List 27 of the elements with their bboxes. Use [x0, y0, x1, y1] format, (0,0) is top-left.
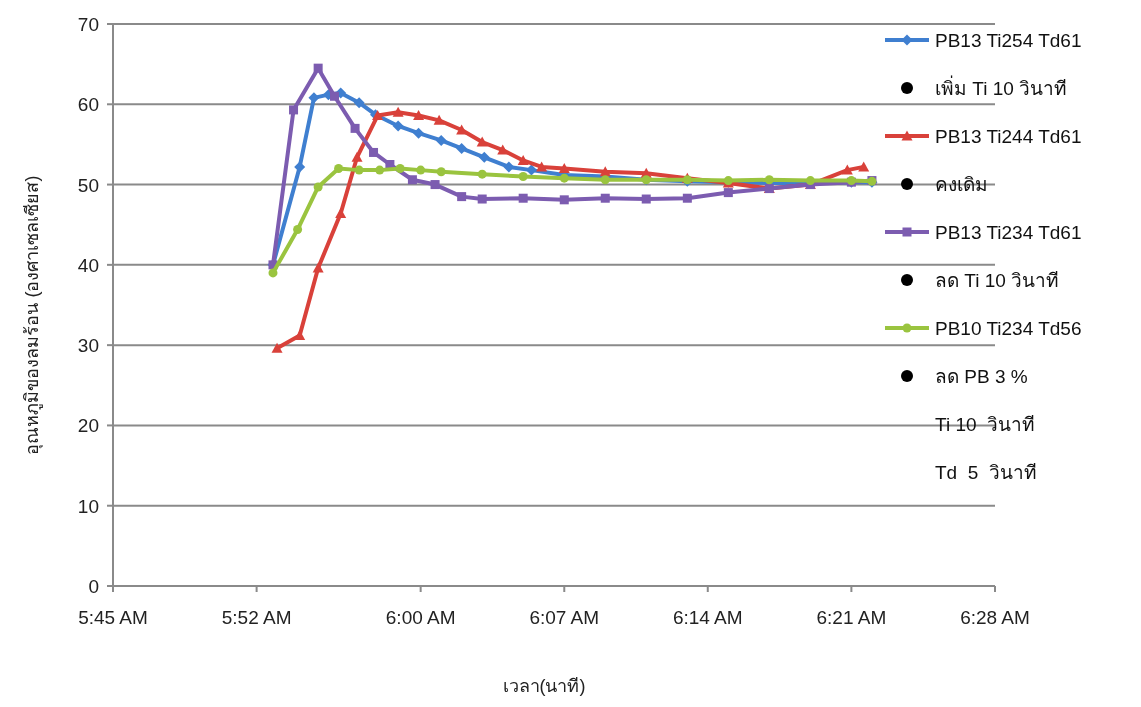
legend-label: PB10 Ti234 Td56 — [935, 318, 1082, 339]
legend-label: PB13 Ti234 Td61 — [935, 222, 1082, 243]
legend-label: PB13 Ti254 Td61 — [935, 30, 1082, 51]
legend-label: คงเดิม — [935, 174, 988, 195]
x-tick-label: 6:14 AM — [672, 607, 743, 628]
x-axis-title: เวลา(นาที) — [502, 676, 586, 696]
x-tick-label: 5:52 AM — [221, 607, 292, 628]
legend-label: PB13 Ti244 Td61 — [935, 126, 1082, 147]
legend-label: ลด Ti 10 วินาที — [935, 270, 1060, 291]
y-axis-title: อุณหภูมิของลมร้อน (องศาเซลเซียส) — [22, 175, 43, 455]
x-tick-label: 6:21 AM — [816, 607, 887, 628]
annotation: Ti 10 วินาที — [935, 414, 1036, 435]
y-tick-label: 50 — [77, 174, 99, 196]
y-tick-label: 10 — [77, 495, 99, 517]
x-tick-label: 6:00 AM — [385, 607, 456, 628]
annotation: Td 5 วินาที — [935, 462, 1037, 483]
y-tick-label: 0 — [88, 576, 99, 597]
y-tick-label: 70 — [77, 14, 99, 35]
y-tick-label: 40 — [77, 254, 99, 276]
x-tick-label: 5:45 AM — [78, 607, 148, 628]
legend-label: ลด PB 3 % — [935, 366, 1028, 387]
x-tick-label: 6:28 AM — [960, 607, 1030, 628]
y-tick-label: 20 — [77, 415, 99, 437]
y-tick-label: 30 — [77, 335, 99, 357]
x-tick-label: 6:07 AM — [529, 607, 600, 628]
y-tick-label: 60 — [77, 94, 99, 116]
legend-label: เพิ่ม Ti 10 วินาที — [935, 75, 1068, 99]
